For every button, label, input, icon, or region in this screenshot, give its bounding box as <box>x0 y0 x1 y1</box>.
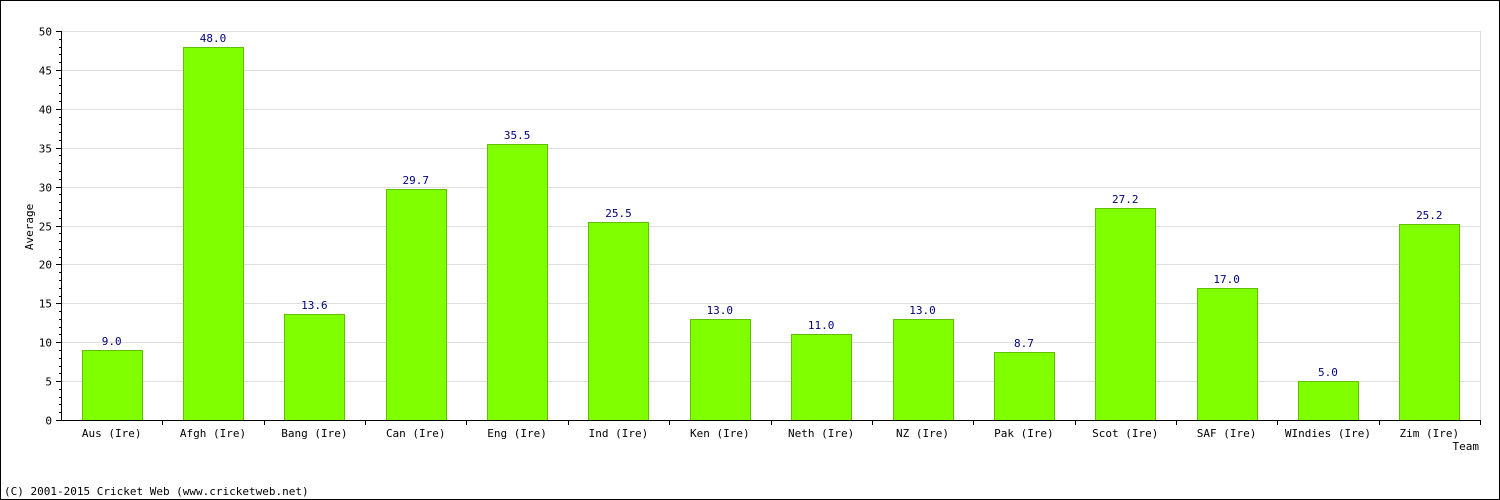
bar <box>82 350 143 421</box>
bar-value-label: 13.0 <box>909 304 936 317</box>
copyright-credit: (C) 2001-2015 Cricket Web (www.cricketwe… <box>4 485 309 498</box>
bar <box>487 144 548 421</box>
x-tick-label: Afgh (Ire) <box>180 427 246 440</box>
labels: 0 5 10 15 20 25 30 35 40 45 50 9.0 Aus (Ire) 48.0 Afgh… <box>39 26 1459 441</box>
bar-value-label: 29.7 <box>403 174 430 187</box>
bar <box>994 352 1055 421</box>
x-tick-label: Aus (Ire) <box>82 427 142 440</box>
bar-value-label: 35.5 <box>504 129 531 142</box>
x-tick-label: Pak (Ire) <box>994 427 1054 440</box>
bar-value-label: 9.0 <box>102 335 122 348</box>
x-tick-label: Bang (Ire) <box>281 427 347 440</box>
bar <box>690 319 751 421</box>
y-tick-label: 25 <box>39 221 52 234</box>
y-axis-title: Average <box>23 204 36 250</box>
bar-value-label: 5.0 <box>1318 366 1338 379</box>
bar <box>893 319 954 421</box>
x-tick-label: NZ (Ire) <box>896 427 949 440</box>
bar-value-label: 13.6 <box>301 299 328 312</box>
y-tick-label: 5 <box>45 376 52 389</box>
x-tick-label: Eng (Ire) <box>487 427 547 440</box>
x-axis-title: Team <box>1453 440 1480 453</box>
bar <box>284 314 345 421</box>
bar <box>791 334 852 421</box>
bar <box>183 47 244 421</box>
x-tick-label: SAF (Ire) <box>1197 427 1257 440</box>
x-tick-label: Zim (Ire) <box>1400 427 1460 440</box>
bar-value-label: 25.2 <box>1416 209 1443 222</box>
x-tick-label: WIndies (Ire) <box>1285 427 1371 440</box>
y-tick-label: 50 <box>39 26 52 39</box>
bar <box>1399 224 1460 421</box>
bar-value-label: 25.5 <box>605 207 632 220</box>
y-tick-label: 30 <box>39 182 52 195</box>
y-tick-label: 15 <box>39 298 52 311</box>
bar-value-label: 17.0 <box>1213 273 1240 286</box>
x-tick-label: Ind (Ire) <box>589 427 649 440</box>
bar <box>386 189 447 421</box>
bar-value-label: 27.2 <box>1112 193 1139 206</box>
y-tick-label: 45 <box>39 65 52 78</box>
bar-value-label: 8.7 <box>1014 337 1034 350</box>
bar <box>1197 288 1258 421</box>
bar <box>1095 208 1156 421</box>
y-tick-label: 0 <box>45 415 52 428</box>
x-tick-label: Can (Ire) <box>386 427 446 440</box>
y-tick-label: 35 <box>39 143 52 156</box>
bar <box>1298 381 1359 421</box>
y-tick-label: 40 <box>39 104 52 117</box>
y-tick-label: 20 <box>39 259 52 272</box>
bar <box>588 222 649 421</box>
x-tick-label: Ken (Ire) <box>690 427 750 440</box>
x-tick-label: Scot (Ire) <box>1092 427 1158 440</box>
bar-value-label: 13.0 <box>707 304 734 317</box>
x-tick-label: Neth (Ire) <box>788 427 854 440</box>
bars <box>82 47 1460 421</box>
bar-value-label: 11.0 <box>808 319 835 332</box>
y-tick-label: 10 <box>39 337 52 350</box>
bar-value-label: 48.0 <box>200 32 227 45</box>
axes <box>56 31 1481 425</box>
